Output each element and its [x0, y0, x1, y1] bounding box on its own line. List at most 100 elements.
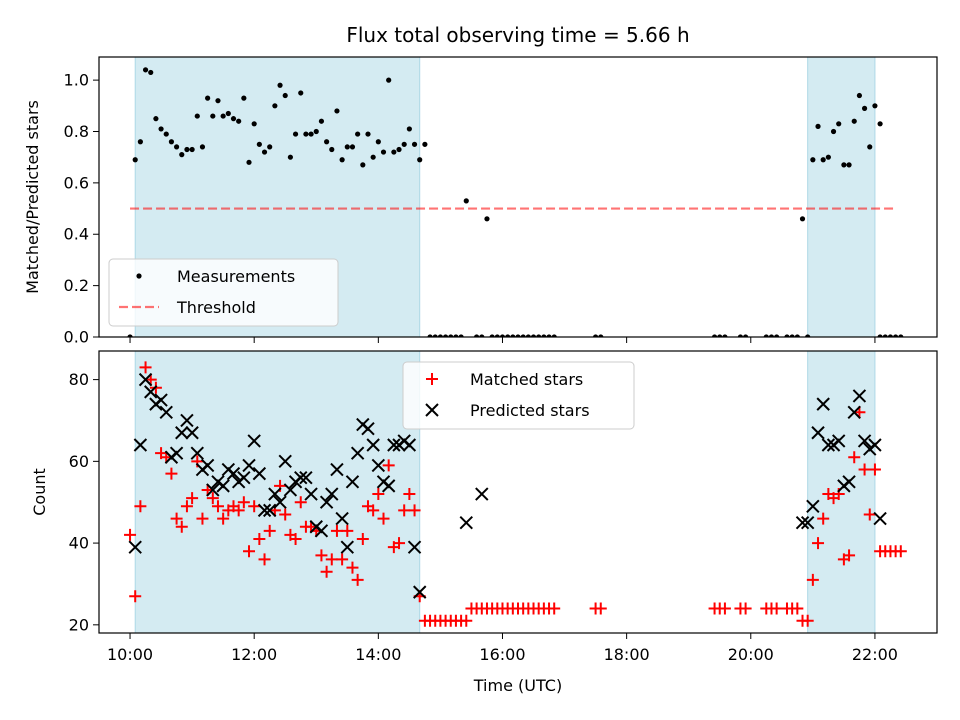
data-point [882, 334, 888, 337]
data-point [474, 334, 480, 337]
observing-span-2 [807, 56, 876, 338]
data-point [396, 146, 402, 153]
data-point [287, 154, 293, 160]
data-point [252, 466, 267, 481]
data-point [315, 549, 328, 562]
data-point [722, 334, 728, 337]
data-point [206, 492, 219, 505]
data-point [237, 496, 250, 509]
data-point [403, 488, 416, 501]
data-point [289, 533, 302, 545]
data-point [868, 438, 882, 452]
data-point [841, 162, 847, 168]
legend: Measurements Threshold [108, 258, 339, 327]
data-point [185, 426, 199, 440]
data-point [200, 458, 215, 473]
data-point [821, 438, 836, 452]
data-point [739, 602, 752, 615]
data-point [515, 334, 521, 337]
data-point [815, 123, 821, 129]
data-point [292, 131, 299, 137]
data-point [887, 334, 894, 337]
data-point [768, 334, 775, 337]
data-point [283, 483, 298, 497]
data-point [236, 118, 242, 124]
data-point [372, 488, 385, 501]
legend-measurements-marker [136, 273, 142, 279]
data-point [510, 334, 516, 337]
data-point [154, 393, 168, 407]
data-point [811, 426, 825, 440]
data-point [189, 146, 195, 153]
data-point [437, 334, 444, 337]
legend-box [402, 361, 635, 430]
data-point [170, 512, 183, 525]
data-point [851, 118, 857, 124]
y-axis-label: Matched/Predicted stars [23, 100, 42, 294]
y-tick-label: 0.2 [64, 276, 89, 295]
data-point [215, 98, 221, 104]
x-tick-label: 16:00 [479, 645, 525, 664]
data-point [843, 549, 856, 562]
axes-frame [98, 56, 938, 338]
data-point [541, 334, 547, 337]
data-point [346, 561, 359, 574]
data-point [499, 334, 506, 337]
data-point [272, 103, 278, 109]
data-point [770, 602, 783, 615]
x-tick-label: 12:00 [231, 645, 277, 664]
data-point [247, 434, 261, 448]
y-tick-label: 0.0 [64, 328, 89, 347]
data-point [211, 500, 224, 513]
data-point [594, 602, 607, 615]
data-point [520, 334, 526, 337]
data-point [184, 146, 190, 153]
data-point [232, 504, 245, 517]
data-point [175, 426, 189, 440]
data-point [413, 585, 427, 599]
data-point [816, 397, 830, 411]
data-point [360, 162, 366, 168]
data-point [737, 334, 744, 337]
data-point [789, 334, 795, 337]
data-point [226, 466, 241, 481]
data-point [230, 116, 237, 122]
legend-threshold-label: Threshold [176, 298, 256, 317]
series-measurements [127, 67, 904, 337]
panel-top: 0.0 0.2 0.4 0.6 0.8 1.0 Matched/Predicted star… [23, 56, 938, 347]
data-point [320, 565, 333, 578]
data-point [190, 446, 204, 460]
data-point [551, 334, 557, 337]
data-point [489, 334, 495, 337]
data-point [784, 334, 790, 337]
data-point [318, 118, 325, 124]
data-point [894, 545, 907, 558]
data-point [847, 405, 861, 420]
data-point [258, 553, 271, 566]
data-point [872, 103, 878, 109]
data-point [479, 334, 485, 337]
data-point [791, 602, 804, 615]
data-point [175, 520, 188, 533]
data-point [298, 90, 304, 96]
data-point [153, 116, 159, 122]
data-point [216, 479, 230, 493]
data-point [241, 95, 247, 101]
data-point [127, 334, 133, 337]
data-point [367, 504, 380, 517]
data-point [408, 504, 421, 517]
series-predicted-stars [128, 372, 887, 599]
data-point [334, 108, 340, 114]
data-point [484, 216, 490, 222]
data-point [137, 139, 143, 145]
data-point [344, 144, 350, 150]
data-point [857, 434, 872, 448]
legend-matched-label: Matched stars [470, 370, 583, 389]
y-axis-label: Count [30, 468, 49, 516]
data-point [263, 524, 276, 537]
data-point [448, 334, 454, 337]
data-point [294, 470, 308, 485]
y-tick-label: 20 [69, 615, 89, 634]
data-point [825, 154, 831, 160]
